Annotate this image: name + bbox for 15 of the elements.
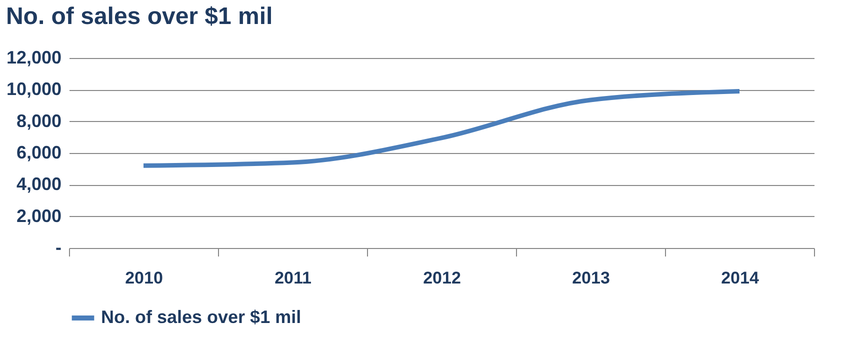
y-tick-label: 12,000 — [6, 48, 62, 68]
y-tick-label: 10,000 — [6, 79, 62, 100]
x-tick-label: 2014 — [721, 268, 760, 288]
x-tick-label: 2011 — [274, 268, 312, 288]
x-tick-label: 2013 — [572, 268, 610, 288]
chart-title: No. of sales over $1 mil — [6, 3, 273, 30]
y-tick-label: - — [56, 238, 62, 258]
line-series — [141, 89, 742, 168]
y-tick-label: 4,000 — [16, 174, 62, 194]
x-tick-label: 2012 — [423, 268, 461, 288]
y-tick-label: 8,000 — [16, 110, 62, 131]
legend-label: No. of sales over $1 mil — [101, 307, 302, 327]
y-tick-label: 6,000 — [16, 142, 62, 162]
y-tick-label: 2,000 — [16, 206, 62, 226]
x-tick-label: 2010 — [125, 268, 163, 288]
